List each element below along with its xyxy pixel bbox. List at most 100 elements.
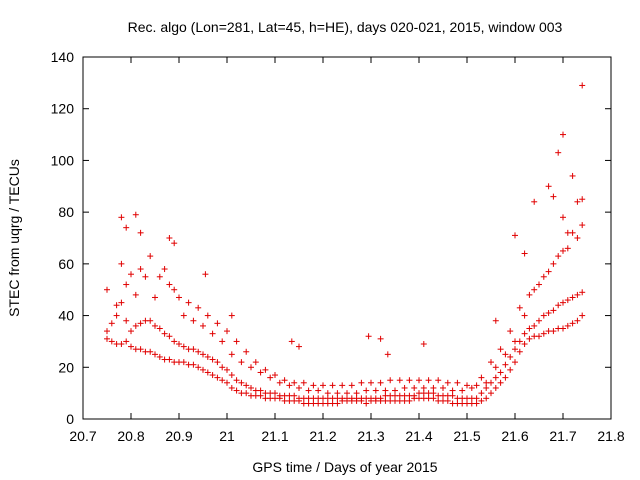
data-point xyxy=(132,211,139,218)
data-point xyxy=(228,384,235,391)
data-point xyxy=(195,364,202,371)
data-point xyxy=(200,322,206,329)
data-point xyxy=(137,229,144,236)
data-point xyxy=(507,366,514,373)
data-points xyxy=(104,82,586,407)
data-point xyxy=(569,320,576,327)
data-point xyxy=(420,384,427,391)
data-point xyxy=(204,353,211,360)
data-point xyxy=(180,343,187,350)
data-point xyxy=(363,400,370,407)
x-tick-label: 21 xyxy=(219,428,235,444)
data-point xyxy=(104,335,110,342)
data-point xyxy=(550,260,557,267)
data-point xyxy=(142,273,149,280)
data-point xyxy=(276,379,283,386)
data-point xyxy=(579,312,586,319)
data-point xyxy=(550,307,557,314)
data-point xyxy=(564,229,571,236)
data-point xyxy=(137,346,144,353)
data-point xyxy=(411,392,418,399)
data-point xyxy=(384,351,391,358)
data-point xyxy=(286,382,293,389)
data-point xyxy=(329,382,336,389)
data-point xyxy=(214,359,221,366)
data-point xyxy=(108,338,115,345)
data-point xyxy=(545,268,552,275)
data-point xyxy=(214,374,221,381)
data-point xyxy=(152,294,158,301)
data-point xyxy=(238,379,245,386)
data-point xyxy=(272,390,278,397)
data-point xyxy=(128,343,134,350)
plot-frame xyxy=(82,56,612,420)
data-point xyxy=(512,338,518,345)
data-point xyxy=(252,359,259,366)
data-point xyxy=(108,320,115,327)
data-point xyxy=(560,325,566,332)
data-point xyxy=(228,372,235,379)
data-point xyxy=(560,247,566,254)
data-point xyxy=(526,335,533,342)
y-axis: 0 20 40 60 80 100 120 140 xyxy=(51,49,611,427)
data-point xyxy=(526,325,533,332)
data-point xyxy=(224,328,230,335)
data-point xyxy=(348,382,355,389)
data-point xyxy=(123,338,130,345)
x-tick-label: 21.5 xyxy=(453,428,480,444)
data-point xyxy=(243,382,250,389)
data-point xyxy=(272,372,278,379)
data-point xyxy=(521,341,528,348)
data-point xyxy=(430,384,437,391)
data-point xyxy=(132,322,139,329)
data-point xyxy=(536,317,542,324)
data-point xyxy=(512,346,518,353)
data-point xyxy=(483,384,490,391)
data-point xyxy=(233,387,240,394)
data-point xyxy=(550,193,557,200)
data-point xyxy=(502,361,509,368)
data-point xyxy=(137,320,144,327)
y-tick-label: 0 xyxy=(66,411,74,427)
data-point xyxy=(377,335,384,342)
data-point xyxy=(147,317,154,324)
data-point xyxy=(291,379,298,386)
data-point xyxy=(454,379,461,386)
data-point xyxy=(507,353,514,360)
data-point xyxy=(521,312,528,319)
data-point xyxy=(497,369,504,376)
data-point xyxy=(296,384,302,391)
x-axis: 20.7 20.8 20.9 21 21.1 21.2 21.3 21.4 21.5 21.6 21… xyxy=(69,57,625,444)
data-point xyxy=(147,348,154,355)
data-point xyxy=(569,172,576,179)
data-point xyxy=(564,322,571,329)
data-point xyxy=(291,392,298,399)
data-point xyxy=(459,387,466,394)
data-point xyxy=(492,374,499,381)
data-point xyxy=(118,260,125,267)
data-point xyxy=(449,387,456,394)
data-point xyxy=(468,384,475,391)
data-point xyxy=(555,253,562,260)
y-tick-label: 60 xyxy=(58,256,74,272)
data-point xyxy=(161,330,168,337)
data-point xyxy=(425,377,432,384)
x-tick-label: 21.1 xyxy=(261,428,288,444)
data-point xyxy=(224,379,230,386)
data-point xyxy=(209,356,216,363)
data-point xyxy=(560,299,566,306)
data-point xyxy=(521,250,528,257)
data-point xyxy=(118,299,125,306)
data-point xyxy=(444,397,451,404)
data-point xyxy=(574,235,581,241)
data-point xyxy=(166,356,173,363)
data-point xyxy=(281,377,288,384)
data-point xyxy=(137,266,144,273)
data-point xyxy=(540,330,547,337)
data-point xyxy=(228,312,235,319)
data-point xyxy=(358,379,365,386)
data-point xyxy=(128,271,134,278)
data-point xyxy=(497,346,504,353)
data-point xyxy=(411,384,418,391)
